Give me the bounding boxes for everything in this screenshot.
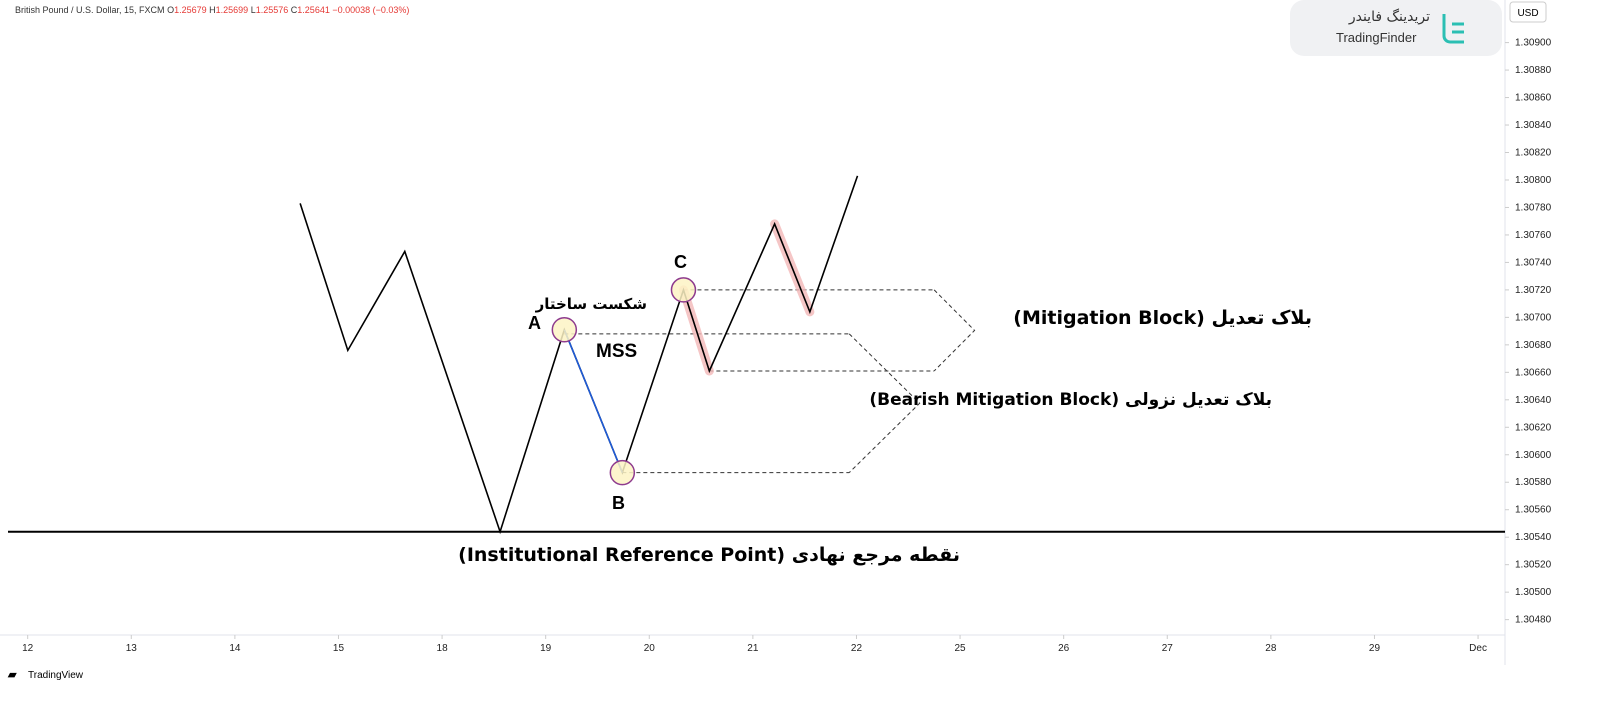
x-tick-label: 12: [22, 643, 34, 654]
logo-en: TradingFinder: [1336, 30, 1417, 45]
x-tick-label: 20: [644, 643, 656, 654]
x-tick-label: 29: [1369, 643, 1381, 654]
y-tick-label: 1.30860: [1515, 93, 1552, 104]
footer: TradingView: [28, 670, 84, 681]
point-marker: [670, 277, 697, 303]
y-tick-label: 1.30720: [1515, 285, 1552, 296]
y-tick-label: 1.30820: [1515, 148, 1552, 159]
point-label: A: [528, 313, 541, 333]
y-tick-label: 1.30840: [1515, 120, 1552, 131]
mss-label: MSS: [596, 341, 638, 362]
y-tick-label: 1.30880: [1515, 65, 1552, 76]
y-tick-label: 1.30640: [1515, 395, 1552, 406]
logo-icon: [1442, 14, 1464, 44]
point-marker: [551, 316, 578, 343]
h-label: H: [209, 5, 216, 15]
y-tick-label: 1.30480: [1515, 615, 1552, 626]
x-tick-label: 15: [333, 643, 345, 654]
y-tick-label: 1.30700: [1515, 312, 1552, 323]
y-tick-label: 1.30520: [1515, 560, 1552, 571]
open: 1.25679: [174, 5, 207, 15]
o-label: O: [167, 5, 175, 15]
x-tick-label: Dec: [1469, 643, 1487, 654]
close: 1.25641: [297, 5, 330, 15]
low: 1.25576: [255, 5, 289, 15]
y-tick-label: 1.30500: [1515, 587, 1552, 598]
x-tick-label: 19: [540, 643, 552, 654]
high: 1.25699: [215, 5, 249, 15]
header: British Pound / U.S. Dollar, 15, FXCM O1…: [15, 5, 409, 15]
y-tick-label: 1.30560: [1515, 505, 1552, 516]
point-label: C: [674, 252, 687, 272]
tv-logo: ▰: [7, 669, 17, 681]
line-series: [563, 329, 624, 473]
block-label: بلاک تعدیل (Mitigation Block): [1013, 307, 1312, 329]
x-tick-label: 14: [229, 643, 241, 654]
point-marker: [609, 459, 636, 486]
x-tick-label: 13: [126, 643, 138, 654]
currency-box: [1509, 1, 1547, 23]
x-tick-label: 22: [851, 643, 863, 654]
y-tick-label: 1.30740: [1515, 257, 1552, 268]
y-tick-label: 1.30660: [1515, 367, 1552, 378]
x-tick-label: 21: [747, 643, 759, 654]
change: −0.00038 (−0.03%): [332, 5, 410, 15]
c-label: C: [290, 5, 298, 15]
point-label: B: [612, 493, 625, 513]
y-tick-label: 1.30580: [1515, 477, 1552, 488]
block-label: بلاک تعدیل نزولی (Bearish Mitigation Blo…: [869, 390, 1272, 410]
reference-label: نقطه مرجع نهادی (Institutional Reference…: [458, 544, 960, 566]
y-tick-label: 1.30760: [1515, 230, 1552, 241]
y-tick-label: 1.30780: [1515, 202, 1552, 213]
symbol: British Pound / U.S. Dollar, 15, FXCM: [15, 5, 165, 15]
currency: USD: [1517, 8, 1538, 19]
logo-fa: تریدینگ فایندر: [1348, 9, 1430, 25]
x-tick-label: 26: [1058, 643, 1070, 654]
y-tick-label: 1.30620: [1515, 422, 1552, 433]
block-arrow: [933, 289, 976, 372]
x-tick-label: 18: [437, 643, 449, 654]
y-tick-label: 1.30540: [1515, 532, 1552, 543]
l-label: L: [250, 5, 256, 15]
y-tick-label: 1.30600: [1515, 450, 1552, 461]
block-arrow: [848, 333, 921, 473]
y-tick-label: 1.30800: [1515, 175, 1552, 186]
x-tick-label: 28: [1265, 643, 1277, 654]
y-tick-label: 1.30900: [1515, 38, 1552, 49]
break-label: شکست ساختار: [535, 295, 647, 313]
x-tick-label: 25: [955, 643, 967, 654]
x-tick-label: 27: [1162, 643, 1174, 654]
y-tick-label: 1.30680: [1515, 340, 1552, 351]
